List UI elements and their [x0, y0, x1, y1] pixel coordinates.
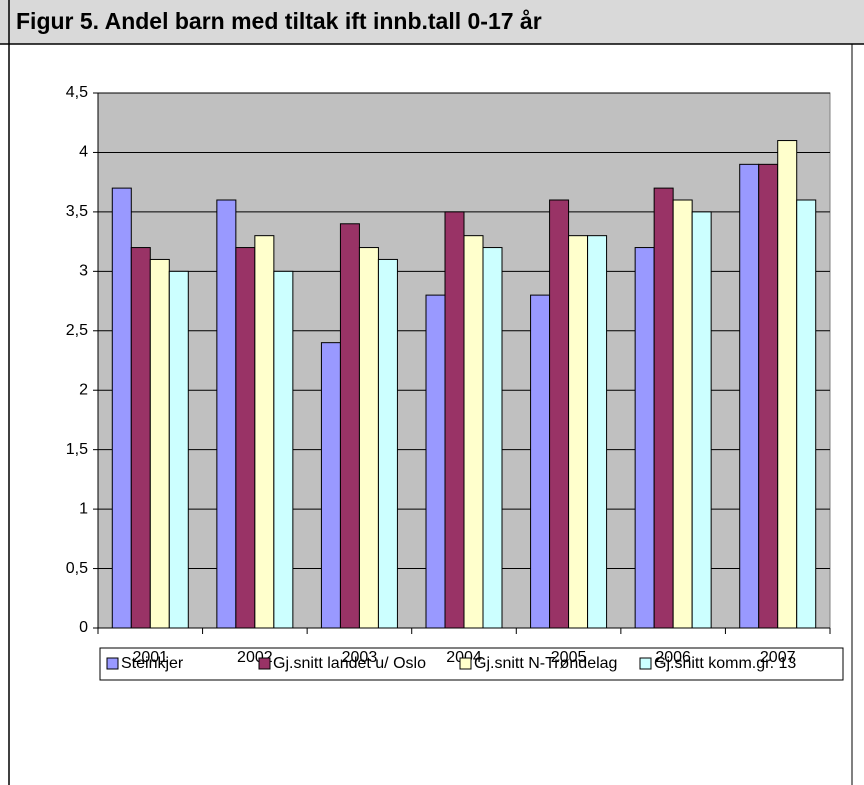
bar [339, 223, 360, 629]
header-background [0, 0, 864, 44]
bar [254, 235, 275, 629]
bar [377, 258, 398, 629]
y-tick-label: 1,5 [66, 441, 88, 458]
x-tick-label: 2003 [342, 649, 378, 666]
y-tick-label: 3 [79, 263, 88, 280]
bar [739, 163, 760, 629]
x-tick-label: 2006 [655, 649, 691, 666]
bar [463, 235, 484, 629]
x-tick-label: 2007 [760, 649, 796, 666]
y-tick-label: 2,5 [66, 322, 88, 339]
bar [587, 235, 608, 629]
bar [444, 211, 465, 629]
bar [549, 199, 570, 629]
legend-label: Gj.snitt N-Trøndelag [474, 655, 617, 672]
bar [273, 270, 294, 629]
legend-label: Gj.snitt komm.gr. 13 [654, 655, 796, 672]
y-tick-label: 1 [79, 500, 88, 517]
legend-label: Gj.snitt landet u/ Oslo [273, 655, 426, 672]
y-tick-label: 0,5 [66, 560, 88, 577]
legend-swatch [639, 657, 652, 670]
bar [425, 294, 446, 629]
bar [653, 187, 674, 629]
y-tick-label: 2 [79, 381, 88, 398]
bar [634, 247, 655, 629]
y-tick-label: 0 [79, 619, 88, 636]
bar [216, 199, 237, 629]
chart-title: Figur 5. Andel barn med tiltak ift innb.… [16, 8, 542, 34]
bar [758, 163, 779, 629]
legend-swatch [459, 657, 472, 670]
bar [149, 258, 170, 629]
bar [691, 211, 712, 629]
legend-swatch [106, 657, 119, 670]
bar [358, 247, 379, 629]
bar [130, 247, 151, 629]
bar [672, 199, 693, 629]
bar [530, 294, 551, 629]
y-tick-label: 4 [79, 144, 88, 161]
x-tick-label: 2005 [551, 649, 587, 666]
x-tick-label: 2001 [132, 649, 168, 666]
bar [235, 247, 256, 629]
bar [320, 342, 341, 629]
legend-label: Steinkjer [121, 655, 184, 672]
bar [482, 247, 503, 629]
bar [796, 199, 817, 629]
bar [777, 140, 798, 629]
y-tick-label: 3,5 [66, 203, 88, 220]
bar [168, 270, 189, 629]
bar [111, 187, 132, 629]
bar [568, 235, 589, 629]
y-tick-label: 4,5 [66, 84, 88, 101]
legend-swatch [258, 657, 271, 670]
